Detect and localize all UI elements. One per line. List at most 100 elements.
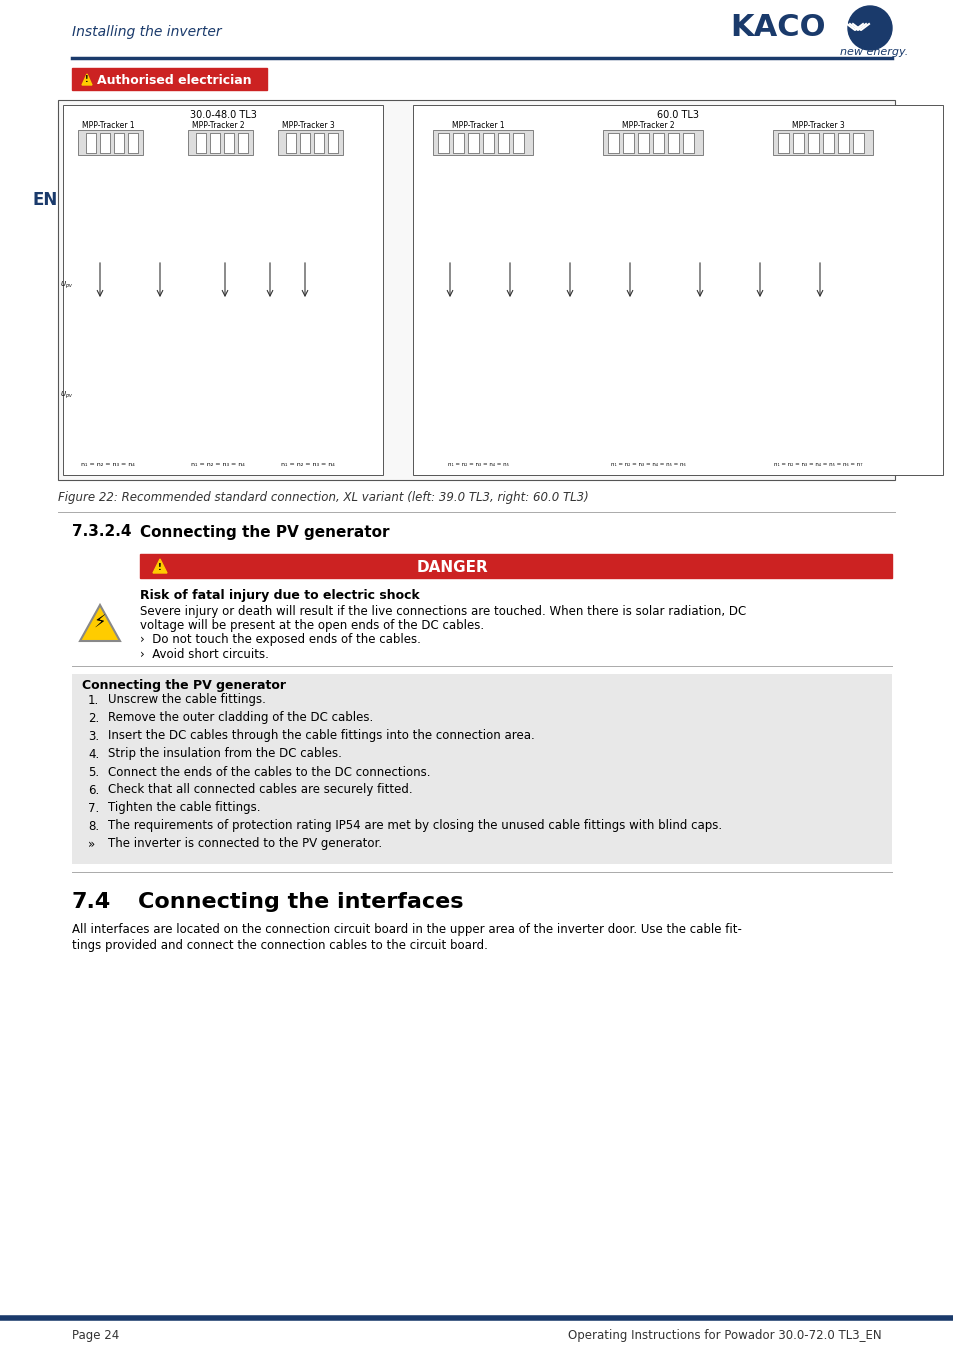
Bar [437, 134, 449, 153]
Text: 7.3.2.4: 7.3.2.4 [71, 525, 132, 540]
Text: !: ! [158, 563, 162, 571]
Bar [682, 134, 693, 153]
Bar [63, 105, 382, 475]
Bar [837, 134, 848, 153]
Text: 3.: 3. [88, 729, 99, 742]
Bar [652, 134, 663, 153]
Text: Risk of fatal injury due to electric shock: Risk of fatal injury due to electric sho… [140, 590, 419, 602]
Text: DC +: DC + [318, 132, 336, 138]
Bar [277, 130, 343, 155]
Bar [86, 134, 96, 153]
Bar [622, 134, 634, 153]
Text: Connect the ends of the cables to the DC connections.: Connect the ends of the cables to the DC… [108, 765, 430, 779]
Text: ›  Avoid short circuits.: › Avoid short circuits. [140, 648, 269, 660]
Bar [188, 130, 253, 155]
Text: The inverter is connected to the PV generator.: The inverter is connected to the PV gene… [108, 837, 382, 850]
Text: Page 24: Page 24 [71, 1330, 119, 1342]
Text: n₁ = n₂ = n₃ = n₄ = n₅ = n₆: n₁ = n₂ = n₃ = n₄ = n₅ = n₆ [610, 463, 684, 467]
Text: MPP-Tracker 3: MPP-Tracker 3 [791, 120, 843, 130]
Bar [453, 134, 463, 153]
Bar [807, 134, 818, 153]
Text: Strip the insulation from the DC cables.: Strip the insulation from the DC cables. [108, 748, 341, 760]
Text: voltage will be present at the open ends of the DC cables.: voltage will be present at the open ends… [140, 618, 483, 632]
Text: MPP-Tracker 3: MPP-Tracker 3 [281, 120, 334, 130]
Bar [210, 134, 220, 153]
Text: DC -: DC - [280, 132, 295, 138]
Bar [328, 134, 337, 153]
Text: Figure 22: Recommended standard connection, XL variant (left: 39.0 TL3, right: 6: Figure 22: Recommended standard connecti… [58, 491, 588, 505]
Text: 60.0 TL3: 60.0 TL3 [657, 109, 699, 120]
Text: Unscrew the cable fittings.: Unscrew the cable fittings. [108, 694, 266, 706]
Bar [286, 134, 295, 153]
Polygon shape [82, 74, 91, 85]
Text: DC +: DC + [838, 132, 856, 138]
Bar [128, 134, 138, 153]
Bar [58, 100, 894, 481]
Bar [792, 134, 803, 153]
Text: DC -: DC - [780, 132, 795, 138]
Text: 2.: 2. [88, 711, 99, 725]
Text: DC -: DC - [440, 132, 455, 138]
Bar [513, 134, 523, 153]
Text: Remove the outer cladding of the DC cables.: Remove the outer cladding of the DC cabl… [108, 711, 373, 725]
Bar [113, 134, 124, 153]
Text: DANGER: DANGER [416, 559, 488, 575]
Bar [772, 130, 872, 155]
Text: MPP-Tracker 2: MPP-Tracker 2 [192, 120, 244, 130]
Text: DC +: DC + [668, 132, 686, 138]
Text: n₁ = n₂ = n₃ = n₄: n₁ = n₂ = n₃ = n₄ [81, 463, 134, 467]
Bar [602, 130, 702, 155]
Bar [468, 134, 478, 153]
Text: MPP-Tracker 2: MPP-Tracker 2 [621, 120, 674, 130]
Text: Check that all connected cables are securely fitted.: Check that all connected cables are secu… [108, 783, 413, 796]
Text: new energy.: new energy. [840, 47, 907, 57]
Text: All interfaces are located on the connection circuit board in the upper area of : All interfaces are located on the connec… [71, 923, 741, 937]
Text: The requirements of protection rating IP54 are met by closing the unused cable f: The requirements of protection rating IP… [108, 819, 721, 833]
Bar [433, 130, 533, 155]
Bar [852, 134, 863, 153]
Text: n₁ = n₂ = n₃ = n₄ = n₅: n₁ = n₂ = n₃ = n₄ = n₅ [447, 463, 508, 467]
Text: 7.: 7. [88, 802, 99, 814]
Text: Connecting the PV generator: Connecting the PV generator [82, 679, 286, 693]
Text: $U_{pv}$: $U_{pv}$ [60, 279, 73, 290]
Bar [224, 134, 233, 153]
Text: 1.: 1. [88, 694, 99, 706]
Text: 5.: 5. [88, 765, 99, 779]
Text: DC -: DC - [81, 132, 95, 138]
Text: 7.4: 7.4 [71, 892, 112, 913]
Text: Tighten the cable fittings.: Tighten the cable fittings. [108, 802, 260, 814]
Bar [71, 68, 267, 90]
Text: DC +: DC + [498, 132, 517, 138]
Bar [778, 134, 788, 153]
Bar [638, 134, 648, 153]
Bar [237, 134, 248, 153]
Bar [497, 134, 509, 153]
Text: 4.: 4. [88, 748, 99, 760]
Bar [140, 554, 891, 578]
Bar [607, 134, 618, 153]
Text: »: » [88, 837, 95, 850]
Text: Connecting the PV generator: Connecting the PV generator [140, 525, 389, 540]
Text: 30.0-48.0 TL3: 30.0-48.0 TL3 [190, 109, 256, 120]
Text: DC -: DC - [191, 132, 205, 138]
Circle shape [847, 5, 891, 50]
Text: $U_{pv}$: $U_{pv}$ [60, 389, 73, 401]
Text: 6.: 6. [88, 783, 99, 796]
Text: EN: EN [32, 190, 57, 209]
Bar [78, 130, 143, 155]
Text: n₁ = n₂ = n₃ = n₄: n₁ = n₂ = n₃ = n₄ [191, 463, 245, 467]
Text: Installing the inverter: Installing the inverter [71, 26, 221, 39]
Bar [413, 105, 942, 475]
Text: DC +: DC + [229, 132, 247, 138]
Bar [667, 134, 679, 153]
Text: ⚡: ⚡ [93, 614, 106, 632]
Text: 8.: 8. [88, 819, 99, 833]
Text: Operating Instructions for Powador 30.0-72.0 TL3_EN: Operating Instructions for Powador 30.0-… [568, 1330, 882, 1342]
Text: tings provided and connect the connection cables to the circuit board.: tings provided and connect the connectio… [71, 940, 487, 953]
Bar [822, 134, 833, 153]
Polygon shape [152, 559, 167, 572]
Text: DC -: DC - [610, 132, 625, 138]
Bar [314, 134, 324, 153]
Bar [299, 134, 310, 153]
Polygon shape [80, 605, 120, 641]
